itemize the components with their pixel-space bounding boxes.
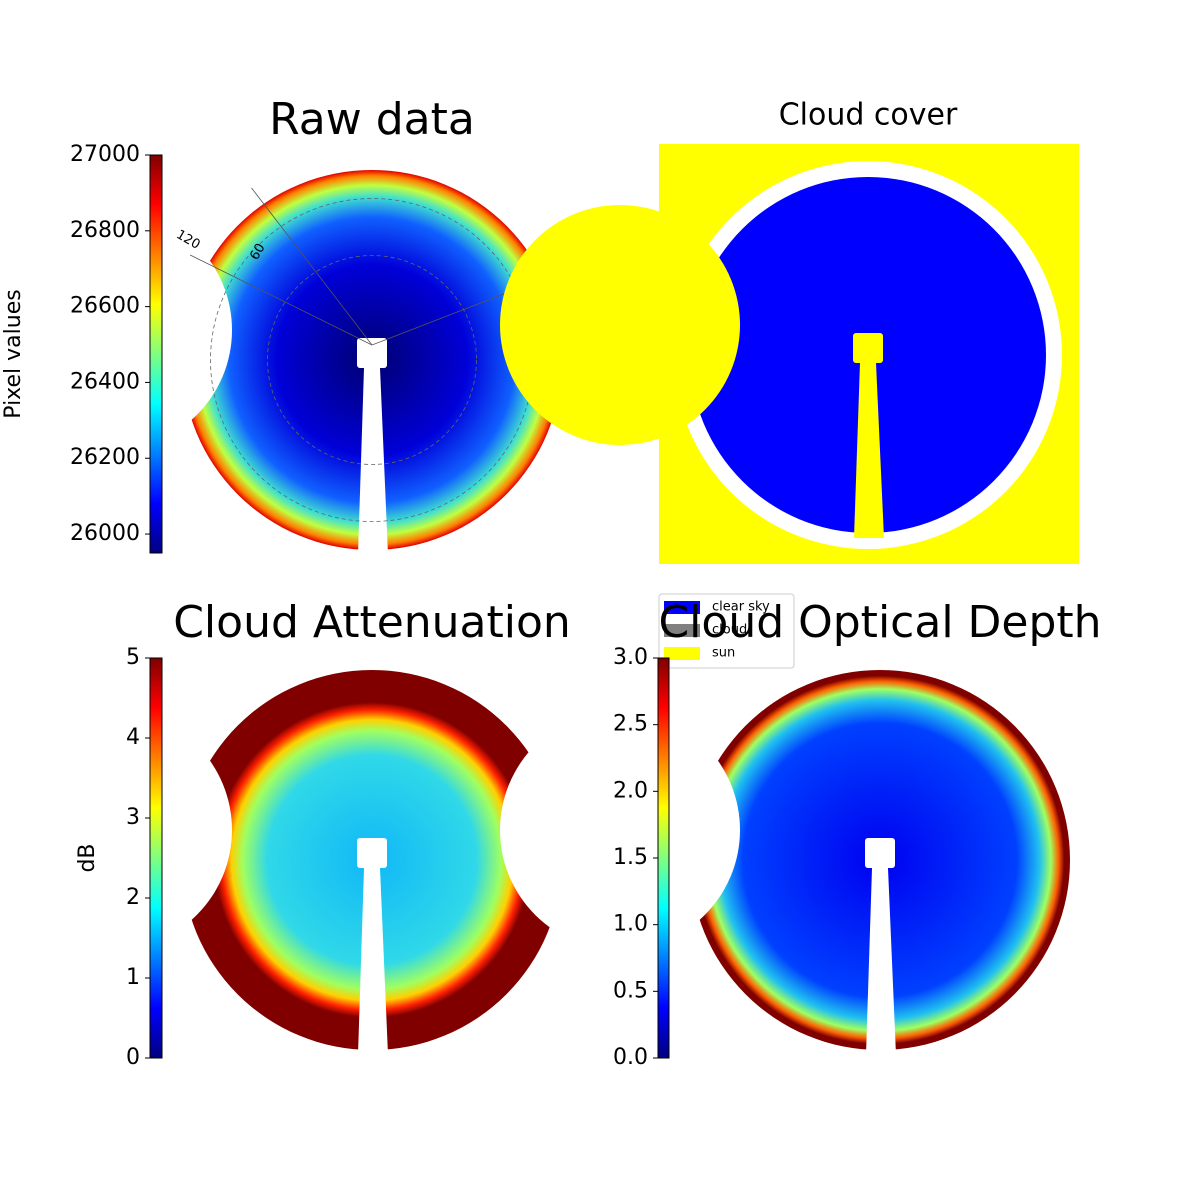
colorbar: [657, 657, 670, 1059]
horizon-notch: [500, 710, 740, 950]
colorbar-tick-label: 2.5: [613, 712, 648, 737]
sky-image: [500, 670, 1070, 1055]
colorbar-tick-label: 2.0: [613, 778, 648, 803]
horizon-notch: [0, 210, 232, 450]
legend-swatch: [664, 601, 700, 614]
chart-title: Raw data: [269, 94, 475, 145]
colorbar: [149, 657, 163, 1059]
legend-label: cloud: [712, 623, 747, 638]
colorbar-tick-label: 0.0: [613, 1045, 648, 1070]
sky-image: [500, 177, 1046, 538]
legend-label: clear sky: [712, 600, 770, 615]
colorbar-label: Pixel values: [1, 289, 26, 418]
horizon-notch: [0, 710, 232, 950]
polar-spoke: [189, 254, 373, 346]
chart-title: Cloud cover: [779, 98, 958, 133]
colorbar-tick-label: 3.0: [613, 645, 648, 670]
mast-shadow: [854, 363, 884, 538]
chart-title: Cloud Optical Depth: [658, 597, 1101, 648]
sky-image: [0, 170, 562, 555]
colorbar-tick-label: 26600: [70, 294, 140, 319]
chart-title: Cloud Attenuation: [173, 597, 571, 648]
colorbar-tick-label: 27000: [70, 142, 140, 167]
colorbar-tick-label: 1.0: [613, 912, 648, 937]
colorbar-tick-label: 0.5: [613, 978, 648, 1003]
colorbar-tick-label: 26000: [70, 521, 140, 546]
colorbar-tick-label: 0: [126, 1045, 140, 1070]
horizon-notch: [500, 205, 740, 445]
colorbar-tick-label: 1.5: [613, 845, 648, 870]
polar-label: 60: [247, 241, 268, 263]
colorbar: [149, 154, 163, 554]
sky-image: [0, 670, 562, 1055]
legend-swatch: [664, 624, 700, 637]
colorbar-tick-label: 4: [126, 725, 140, 750]
mast-shadow: [358, 868, 388, 1055]
camera-mount: [865, 838, 895, 868]
camera-mount: [357, 838, 387, 868]
legend: clear sky cloud sun: [658, 593, 795, 669]
colorbar-tick-label: 26400: [70, 369, 140, 394]
polar-spoke: [251, 187, 373, 346]
colorbar-tick-label: 2: [126, 885, 140, 910]
polar-grid: [267, 255, 477, 465]
colorbar-label: dB: [75, 843, 100, 872]
colorbar-tick-label: 26800: [70, 218, 140, 243]
camera-mount: [357, 338, 387, 368]
colorbar-tick-label: 26200: [70, 445, 140, 470]
legend-label: sun: [712, 646, 735, 661]
mast-shadow: [866, 868, 896, 1055]
mast-shadow: [358, 368, 388, 555]
colorbar-tick-label: 5: [126, 645, 140, 670]
legend-swatch: [664, 647, 700, 660]
colorbar-tick-label: 1: [126, 965, 140, 990]
camera-mount: [853, 333, 883, 363]
colorbar-tick-label: 3: [126, 805, 140, 830]
